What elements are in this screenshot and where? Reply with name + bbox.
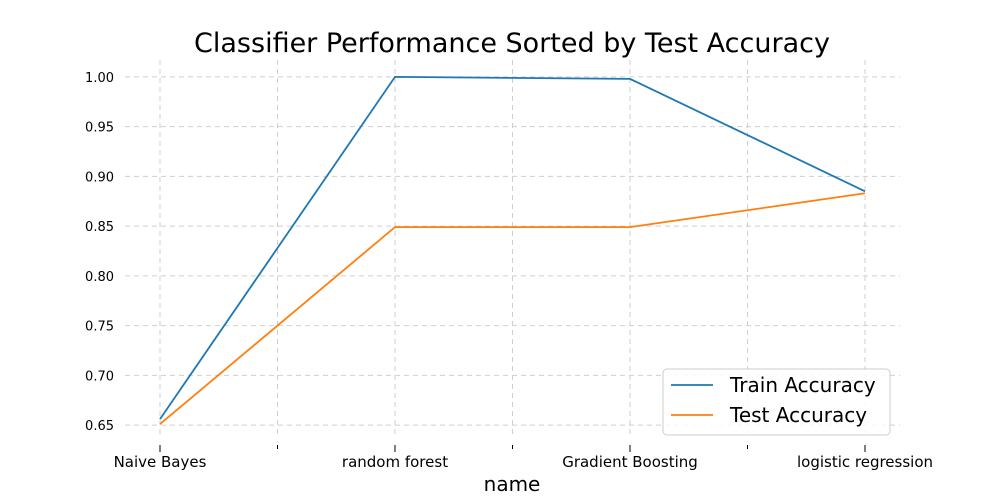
series-line-0 <box>159 76 866 420</box>
legend: Train Accuracy Test Accuracy <box>662 368 891 436</box>
x-axis-label: name <box>484 472 541 496</box>
y-tick-label: 0.75 <box>85 320 114 335</box>
series-lines <box>159 76 866 425</box>
legend-label: Test Accuracy <box>729 403 867 427</box>
y-tick-label: 0.80 <box>85 270 114 285</box>
y-tick-label: 0.95 <box>85 121 114 136</box>
legend-box <box>662 368 891 436</box>
chart-title: Classifier Performance Sorted by Test Ac… <box>194 28 830 59</box>
legend-label: Train Accuracy <box>729 373 876 397</box>
y-tick-label: 0.85 <box>85 220 114 235</box>
x-gridlines <box>159 60 866 438</box>
x-tick-label: logistic regression <box>797 453 933 471</box>
x-tick-label: random forest <box>342 453 448 471</box>
x-tick-label: Gradient Boosting <box>562 453 698 471</box>
y-tick-label: 0.90 <box>85 170 114 185</box>
series-line-1 <box>159 192 866 425</box>
x-tick-label: Naive Bayes <box>114 453 207 471</box>
y-tick-label: 1.00 <box>85 71 114 86</box>
x-axis-ticks: Naive Bayes random forest Gradient Boostin… <box>114 445 933 471</box>
y-tick-label: 0.70 <box>85 369 114 384</box>
y-tick-label: 0.65 <box>85 419 114 434</box>
y-gridlines <box>125 76 900 426</box>
y-axis-ticks: 0.65 0.70 0.75 0.80 0.85 0.90 0.95 1.00 <box>85 71 114 434</box>
